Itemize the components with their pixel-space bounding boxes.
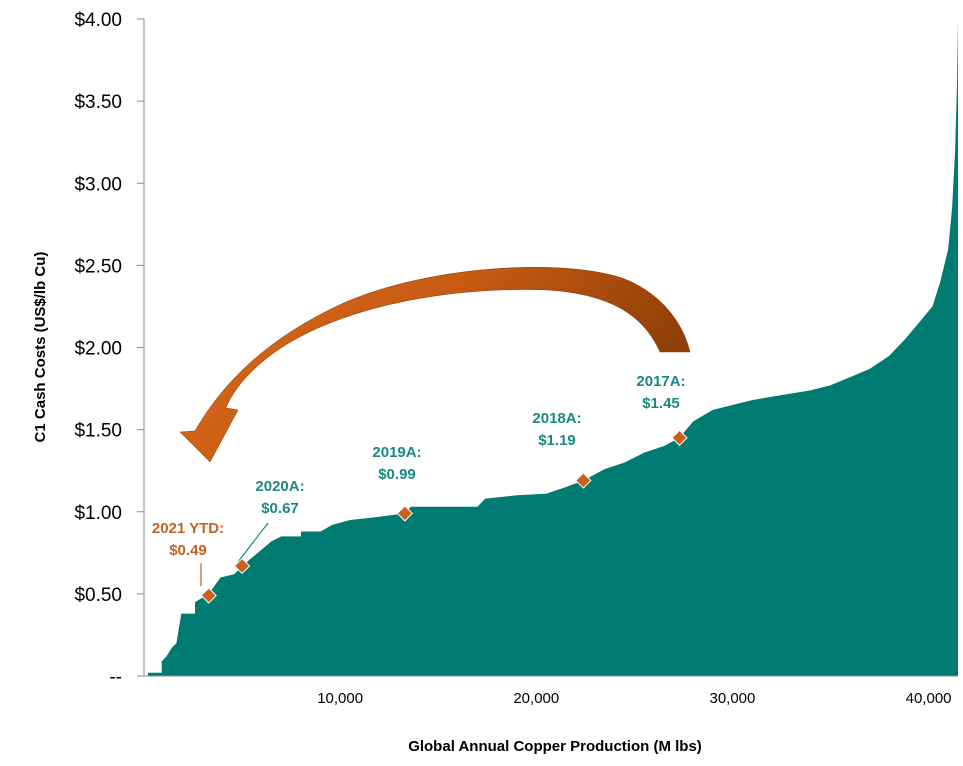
annotation-value-label: $0.49 — [169, 542, 207, 559]
y-tick-label: -- — [109, 667, 122, 688]
cost-marker — [200, 587, 217, 604]
annotation-leader-line — [237, 522, 269, 563]
x-tick-label: 10,000 — [317, 690, 363, 707]
annotation-value-label: $0.99 — [378, 466, 416, 483]
y-tick-label: $4.00 — [74, 10, 122, 31]
y-tick-label: $2.00 — [74, 339, 122, 360]
y-tick-label: $3.50 — [74, 92, 122, 113]
curved-arrow-icon — [179, 267, 691, 463]
y-tick-label: $0.50 — [74, 585, 122, 606]
annotation-year-label: 2020A: — [255, 478, 304, 495]
cost-marker — [233, 557, 251, 575]
y-tick-label: $1.50 — [74, 421, 122, 442]
cost-marker — [671, 429, 688, 447]
cost-curve-area — [147, 19, 958, 676]
annotation-year-label: 2019A: — [372, 444, 421, 461]
y-tick-label: $3.00 — [74, 174, 122, 195]
annotation-year-label: 2021 YTD: — [152, 520, 224, 537]
annotation-year-label: 2017A: — [636, 373, 685, 390]
y-axis-title: C1 Cash Costs (US$/lb Cu) — [32, 252, 49, 443]
x-tick-label: 40,000 — [906, 690, 952, 707]
cost-marker — [575, 472, 592, 489]
annotation-value-label: $0.67 — [261, 500, 299, 517]
annotation-year-label: 2018A: — [532, 410, 581, 427]
cost-marker — [396, 505, 414, 522]
y-tick-label: $2.50 — [74, 256, 122, 277]
annotation-value-label: $1.45 — [642, 395, 680, 412]
y-tick-label: $1.00 — [74, 503, 122, 524]
x-tick-label: 30,000 — [709, 690, 755, 707]
x-tick-label: 20,000 — [513, 690, 559, 707]
annotation-value-label: $1.19 — [538, 432, 576, 449]
x-axis-title: Global Annual Copper Production (M lbs) — [408, 738, 702, 755]
